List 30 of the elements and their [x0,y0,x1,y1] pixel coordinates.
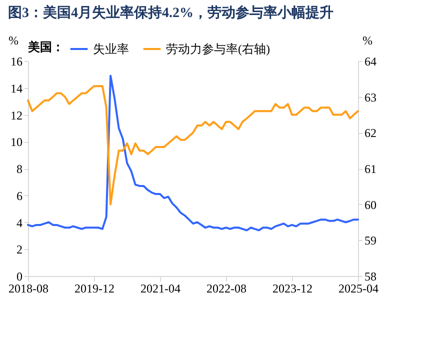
x-tick-label: 2023-12 [272,282,312,296]
chart-title: 图3：美国4月失业率保持4.2%，劳动参与率小幅提升 [8,4,334,21]
legend-label: 劳动力参与率(右轴) [166,42,270,56]
line-series [27,85,359,206]
y-tick-label: 4 [16,216,22,230]
y-tick-label: 8 [16,162,22,176]
y2-tick-label: 64 [364,54,376,68]
y-tick-label: 16 [10,54,22,68]
x-tick-label: 2022-08 [206,282,246,296]
y2-tick-label: 62 [364,126,376,140]
y-tick-label: 12 [10,108,22,122]
y2-axis-title: % [362,34,372,48]
x-tick-label: 2019-12 [74,282,114,296]
y2-tick-label: 59 [364,234,376,248]
y-tick-label: 14 [10,81,22,96]
y2-tick-label: 58 [364,270,376,284]
y2-tick-label: 63 [364,90,376,104]
y-axis-title: % [8,34,18,48]
y2-tick-label: 60 [364,198,376,212]
x-tick-label: 2025-04 [338,282,378,296]
y-tick-label: 2 [16,242,22,257]
legend-label: 失业率 [93,42,129,56]
y-tick-label: 10 [10,135,22,150]
y2-tick-label: 61 [364,162,376,176]
y-tick-label: 0 [16,270,22,284]
x-tick-label: 2018-08 [8,282,48,296]
legend-title: 美国： [27,40,64,54]
x-tick-label: 2021-04 [140,282,180,296]
line-series [27,74,359,232]
y-tick-label: 6 [16,188,22,203]
